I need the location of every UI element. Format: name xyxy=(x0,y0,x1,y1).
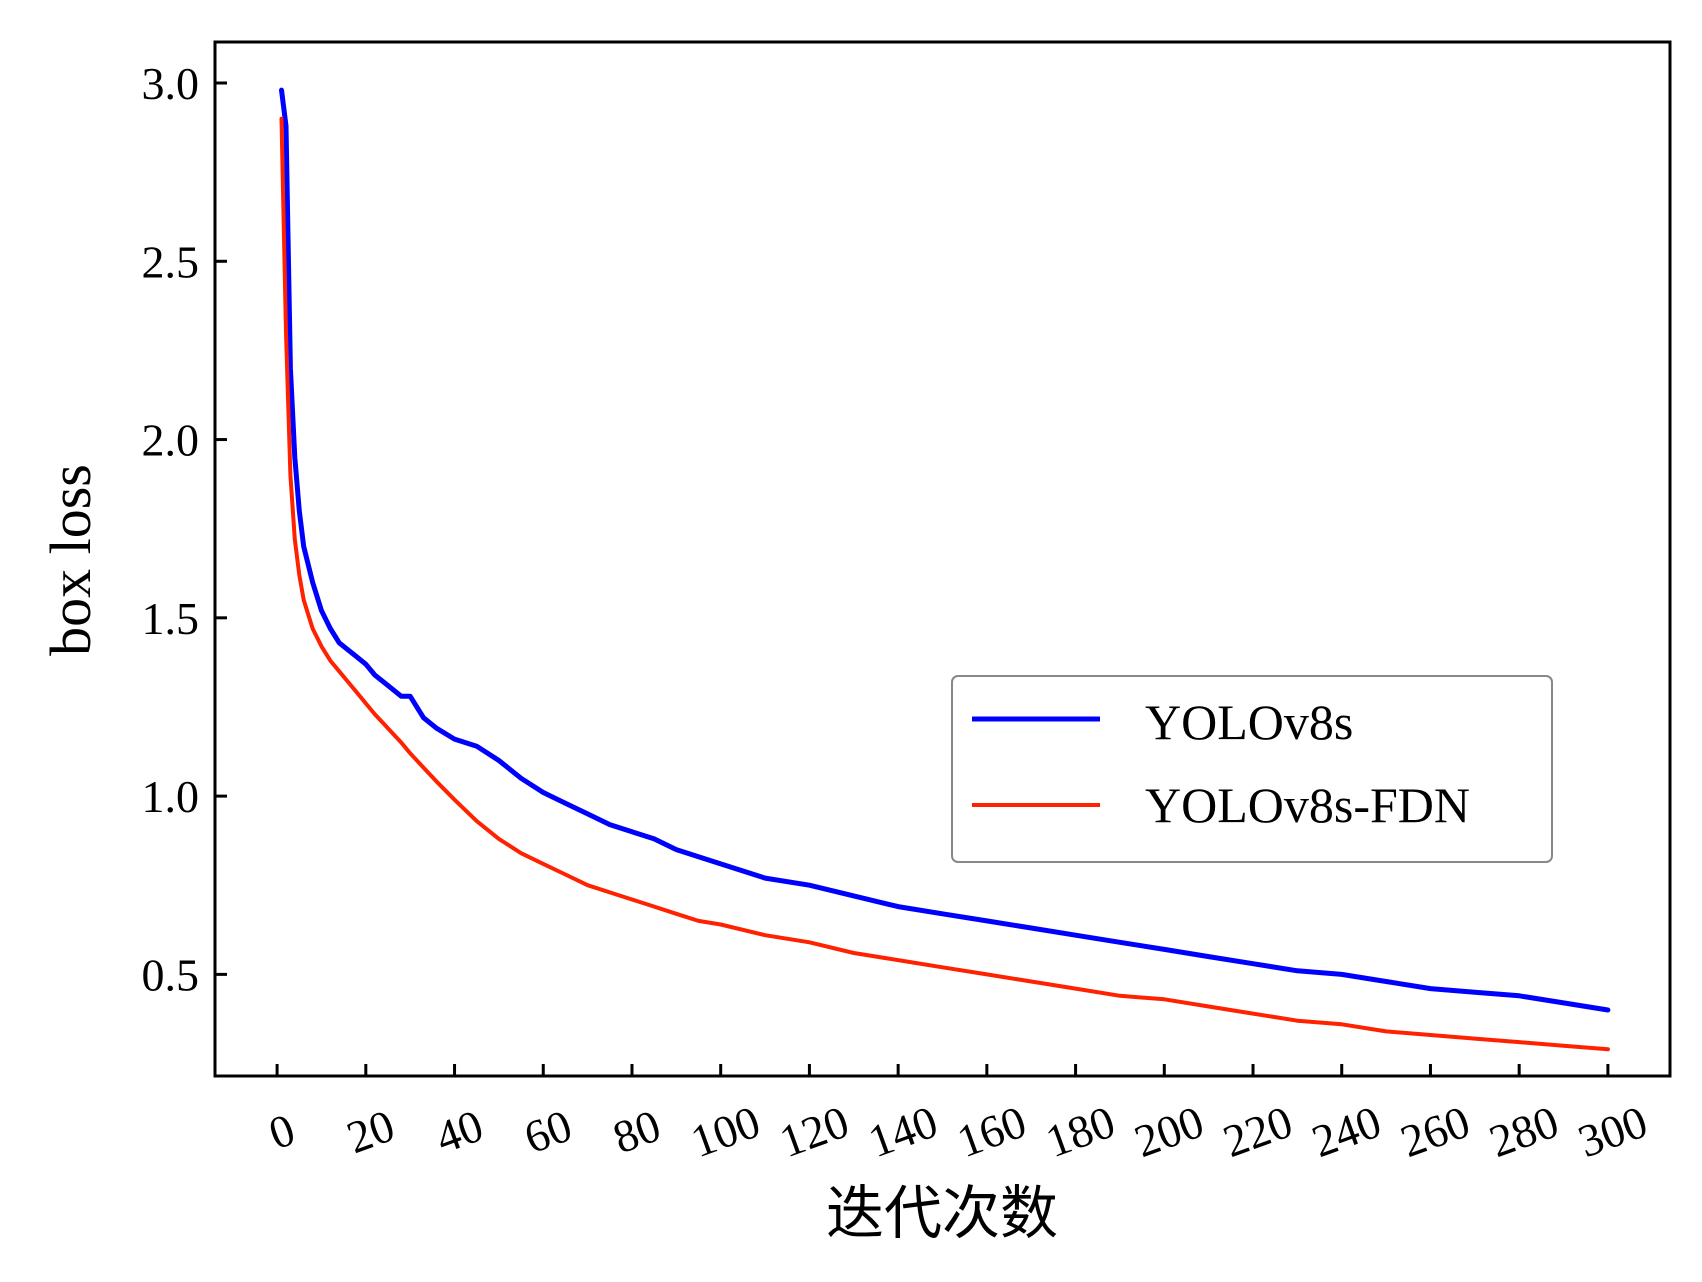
x-tick-label: 220 xyxy=(1217,1096,1299,1168)
y-tick-label: 1.0 xyxy=(142,771,200,822)
y-axis-title: box loss xyxy=(38,464,103,656)
y-tick-label: 3.0 xyxy=(142,58,200,109)
x-tick-label: 200 xyxy=(1128,1096,1210,1168)
x-tick-label: 60 xyxy=(518,1100,579,1164)
x-tick-label: 260 xyxy=(1394,1096,1476,1168)
x-tick-label: 240 xyxy=(1305,1096,1387,1168)
x-axis: 0 20 40 60 80 100 120 140 160 180 200 220 240 260 280 3… xyxy=(262,1064,1654,1168)
legend-label-yolov8s: YOLOv8s xyxy=(1145,694,1353,750)
y-axis: 0.5 1.0 1.5 2.0 2.5 3.0 xyxy=(142,58,227,1000)
series-layer xyxy=(279,87,1611,1052)
legend: YOLOv8s YOLOv8s-FDN xyxy=(951,675,1553,863)
x-tick-label: 180 xyxy=(1039,1096,1121,1168)
x-tick-label: 300 xyxy=(1571,1096,1653,1168)
y-tick-label: 2.0 xyxy=(142,415,200,466)
x-tick-label: 140 xyxy=(862,1096,944,1168)
legend-box xyxy=(951,675,1553,863)
y-tick-label: 0.5 xyxy=(142,949,200,1000)
x-tick-label: 100 xyxy=(684,1096,766,1168)
x-tick-label: 120 xyxy=(773,1096,855,1168)
x-axis-title: 迭代次数 xyxy=(826,1181,1058,1246)
y-tick-label: 2.5 xyxy=(142,236,200,287)
series-line-yolov8s-fdn xyxy=(279,116,1610,1052)
x-tick-label: 0 xyxy=(262,1104,301,1160)
plot-area-frame xyxy=(213,40,1672,1078)
x-tick-label: 40 xyxy=(429,1100,490,1164)
x-tick-label: 80 xyxy=(606,1100,667,1164)
legend-label-yolov8s-fdn: YOLOv8s-FDN xyxy=(1145,777,1470,833)
x-tick-label: 280 xyxy=(1483,1096,1565,1168)
x-tick-label: 20 xyxy=(340,1100,401,1164)
y-tick-label: 1.5 xyxy=(142,593,200,644)
x-tick-label: 160 xyxy=(950,1096,1032,1168)
series-line-yolov8s xyxy=(279,87,1611,1013)
